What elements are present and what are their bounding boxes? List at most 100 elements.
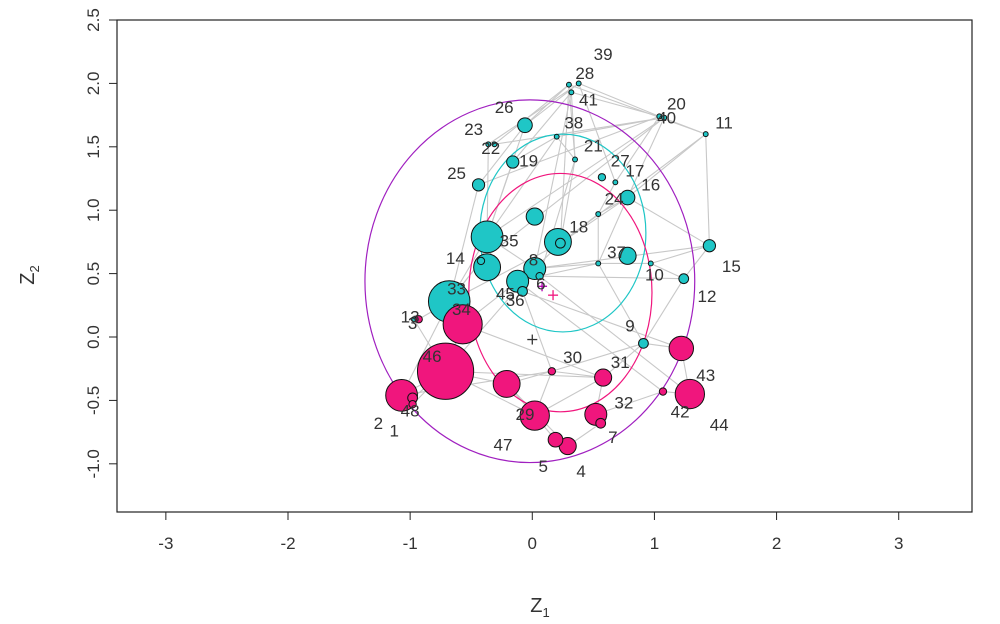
edge-23-39 [488,82,580,145]
node-15 [702,239,717,253]
node-25 [471,178,486,192]
node-label-14: 14 [446,249,465,268]
x-axis-title: Z1 [530,595,549,620]
node-label-2: 2 [374,414,383,433]
node-label-12: 12 [697,287,716,306]
nodes-layer [385,80,717,456]
node-16 [619,189,636,206]
edge-16-15 [627,197,710,247]
node-label-26: 26 [495,98,514,117]
node-label-17: 17 [625,162,644,181]
y-tick-label-5: 1.5 [84,135,103,159]
y-tick-label-1: -0.5 [84,386,103,415]
node-label-36: 36 [506,291,525,310]
node-label-23: 23 [464,120,483,139]
node-label-34: 34 [452,300,471,319]
node-label-9: 9 [625,316,634,335]
node-label-5: 5 [539,457,548,476]
edge-6-37 [539,262,599,277]
node-31 [594,368,613,387]
edge-17-39 [578,83,616,183]
node-43 [668,335,695,362]
x-tick-label-0: -3 [158,534,173,553]
node-label-40: 40 [657,108,676,127]
node-label-30: 30 [563,348,582,367]
node-27 [597,173,607,182]
y-tick-label-7: 2.5 [84,8,103,32]
node-26 [517,117,533,134]
y-axis-title: Z2 [17,265,42,284]
y-tick-label-6: 2.0 [84,72,103,96]
center-marker-2 [537,281,548,292]
node-label-15: 15 [722,257,741,276]
node-label-21: 21 [584,136,603,155]
circle-magenta [468,172,653,413]
node-label-29: 29 [515,405,534,424]
node-19 [506,155,520,169]
edge-30-9 [551,342,644,372]
node-29 [519,400,550,431]
node-41 [568,89,575,96]
x-tick-label-3: 0 [528,534,537,553]
node-label-33: 33 [447,280,466,299]
node-label-3: 3 [408,314,417,333]
edge-22-40 [494,117,665,145]
node-label-24: 24 [605,190,624,209]
node-48 [408,400,417,409]
node-label-37: 37 [607,243,626,262]
edge-6-21 [539,159,576,277]
node-label-28: 28 [575,64,594,83]
edge-25-26 [478,124,526,186]
node-label-10: 10 [645,266,664,285]
edge-19-38 [512,136,557,163]
node-c4 [525,207,544,226]
node-label-18: 18 [569,217,588,236]
edge-37-16 [597,197,629,264]
node-label-22: 22 [481,139,500,158]
edge-24-17 [597,182,616,215]
node-c2 [473,253,502,282]
center-marker-3 [548,290,559,301]
node-30 [547,367,556,376]
edge-6-12 [539,275,684,280]
node-label-38: 38 [564,113,583,132]
node-label-32: 32 [614,394,633,413]
node-38 [553,133,560,140]
edge-14-40 [480,117,665,262]
y-tick-label-3: 0.5 [84,262,103,286]
x-axis: -3 -2 -1 0 1 2 3 [158,511,903,553]
node-label-27: 27 [611,152,630,171]
node-10 [647,260,654,267]
circle-outer [364,99,696,464]
node-label-11: 11 [715,113,733,132]
node-label-7: 7 [608,428,617,447]
x-tick-label-1: -2 [280,534,295,553]
node-11 [702,131,709,138]
node-6 [535,271,544,281]
edge-6-44 [539,275,691,395]
y-axis: -1.0 -0.5 0.0 0.5 1.0 1.5 2.0 2.5 [84,8,117,478]
edge-15-12 [683,245,710,280]
node-7 [595,417,607,429]
node-13 [410,316,417,323]
node-24 [595,211,602,217]
edge-36-30 [521,291,553,372]
edge-25-20 [478,115,660,186]
edge-35-40 [486,117,665,238]
node-label-44: 44 [710,415,729,434]
node-47 [492,369,521,398]
node-22 [491,141,498,148]
node-label-42: 42 [671,403,690,422]
node-label-25: 25 [447,164,466,183]
edge-9-12 [642,278,685,344]
node-28 [565,81,572,88]
node-c3 [618,246,637,265]
node-37 [595,260,602,267]
edge-10-15 [650,245,710,264]
node-label-6: 6 [536,275,545,294]
centers-layer [527,281,559,345]
y-tick-label-2: 0.0 [84,325,103,349]
edge-20-11 [659,115,706,135]
edge-18-16 [560,197,628,244]
